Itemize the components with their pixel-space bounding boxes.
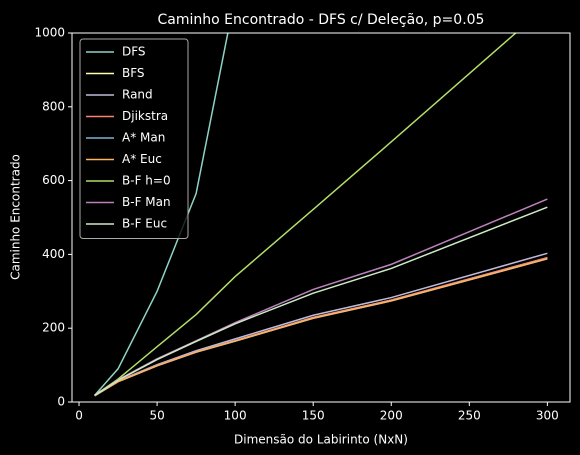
y-tick-label: 800 [42,99,65,113]
x-tick-label: 300 [536,409,559,423]
legend-label: B-F Man [122,195,171,209]
y-tick-label: 200 [42,321,65,335]
plot-area [94,33,548,397]
legend-label: B-F Euc [122,217,167,231]
y-tick-label: 0 [57,395,65,409]
legend-label: Djikstra [122,109,168,123]
line [94,33,517,396]
x-tick-label: 50 [149,409,164,423]
x-tick-label: 250 [458,409,481,423]
chart-title: Caminho Encontrado - DFS c/ Deleção, p=0… [158,12,485,28]
x-tick-label: 0 [75,409,83,423]
legend-label: Rand [122,88,153,102]
axes-frame [71,32,571,403]
line [94,33,229,396]
y-tick-label: 600 [42,173,65,187]
y-tick-label: 1000 [34,26,65,40]
legend-label: DFS [122,45,146,59]
x-tick-label: 150 [302,409,325,423]
line [94,206,548,396]
x-axis-label: Dimensão do Labirinto (NxN) [234,433,408,447]
legend-label: A* Euc [122,152,162,166]
legend-label: BFS [122,66,145,80]
line [94,258,548,397]
x-tick-label: 200 [380,409,403,423]
legend-label: A* Man [122,131,165,145]
legend-box [79,38,189,239]
y-tick-label: 400 [42,247,65,261]
x-tick-label: 100 [224,409,247,423]
y-axis-label: Caminho Encontrado [9,154,23,280]
legend-label: B-F h=0 [122,174,171,188]
